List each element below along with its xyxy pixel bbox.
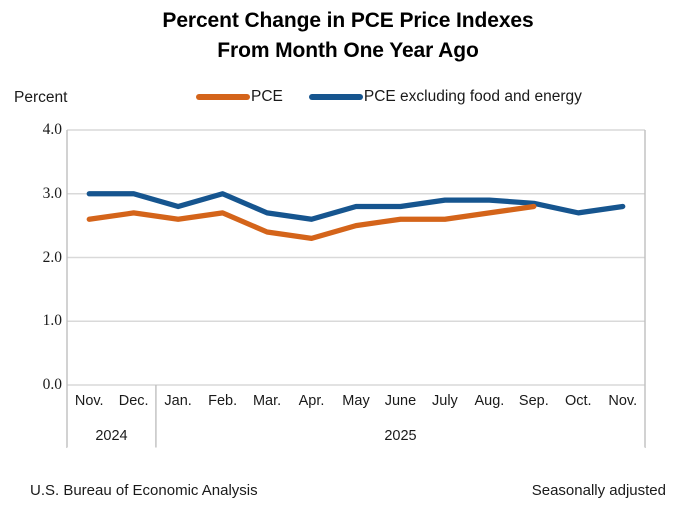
x-tick-label-12: Nov.	[608, 393, 638, 409]
y-axis-caption: Percent	[14, 89, 68, 106]
footer-source: U.S. Bureau of Economic Analysis	[30, 482, 258, 499]
x-tick-label-11: Oct.	[565, 393, 592, 409]
y-axis-tick-labels: 0.0 1.0 2.0 3.0 4.0	[14, 0, 62, 520]
legend-item-pce-core: PCE excluding food and energy	[308, 88, 582, 106]
series-line-pce-core	[86, 191, 626, 222]
x-tick-label-7: June	[384, 393, 417, 409]
x-tick-label-6: May	[342, 393, 370, 409]
legend-label-pce: PCE	[251, 88, 283, 105]
x-year-label-2024: 2024	[95, 428, 128, 444]
chart-title-line-2: From Month One Year Ago	[217, 39, 479, 62]
legend-swatch-pce-core-icon	[308, 94, 363, 100]
y-tick-label-2.0: 2.0	[42, 248, 62, 266]
x-tick-label-4: Mar.	[252, 393, 282, 409]
y-tick-label-4.0: 4.0	[42, 121, 62, 138]
y-tick-label-1.0: 1.0	[42, 312, 62, 330]
footer-note: Seasonally adjusted	[531, 482, 666, 499]
x-tick-label-0: Nov.	[74, 393, 104, 409]
x-tick-label-3: Feb.	[208, 393, 238, 409]
y-tick-label-0.0: 0.0	[42, 376, 62, 393]
x-tick-label-8: July	[432, 393, 458, 409]
x-tick-label-5: Apr.	[298, 393, 325, 409]
chart-title-line-1: Percent Change in PCE Price Indexes	[162, 9, 534, 32]
legend-swatch-pce-icon	[196, 94, 250, 100]
x-axis-year-labels: 2024 2025	[67, 428, 645, 452]
legend-item-pce: PCE	[196, 88, 283, 106]
x-tick-label-2: Jan.	[164, 393, 192, 409]
chart-footer: U.S. Bureau of Economic Analysis Seasona…	[30, 482, 666, 499]
x-axis-tick-labels: Nov. Dec. Jan. Feb. Mar. Apr. May June July Aug. S…	[67, 393, 645, 419]
x-tick-label-1: Dec.	[118, 393, 149, 409]
x-tick-label-10: Sep.	[518, 393, 549, 409]
x-year-label-2025: 2025	[384, 428, 417, 444]
chart-title: Percent Change in PCE Price Indexes From…	[0, 6, 696, 66]
x-tick-label-9: Aug.	[474, 393, 505, 409]
chart-legend: PCE PCE excluding food and energy	[196, 88, 582, 106]
legend-label-pce-core: PCE excluding food and energy	[363, 88, 582, 105]
y-tick-label-3.0: 3.0	[42, 184, 62, 202]
series-line-pce	[86, 203, 537, 241]
